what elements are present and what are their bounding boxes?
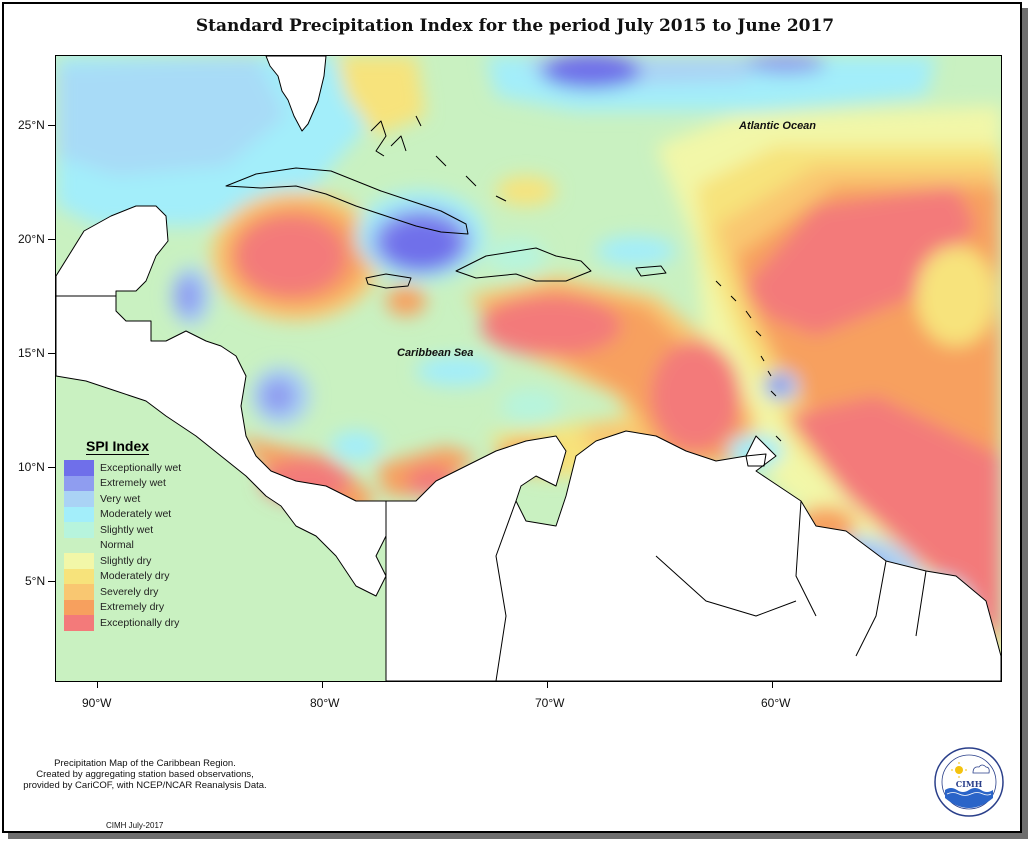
legend-item: Exceptionally wet [64, 460, 234, 476]
legend-swatch [64, 537, 94, 553]
lat-tick [48, 581, 55, 582]
spi-map[interactable]: Atlantic Ocean Caribbean Sea [55, 55, 1002, 682]
footnote-line: Created by aggregating station based obs… [36, 769, 254, 780]
legend-swatch [64, 491, 94, 507]
hispaniola-outline [455, 247, 592, 282]
legend-label: Very wet [100, 492, 141, 505]
legend-item: Severely dry [64, 584, 234, 600]
puerto-rico-outline [635, 265, 667, 277]
legend-label: Extremely wet [100, 477, 166, 490]
legend-item: Slightly dry [64, 553, 234, 569]
lat-tick [48, 125, 55, 126]
lat-tick-label: 5°N [25, 574, 46, 588]
legend-item: Exceptionally dry [64, 615, 234, 631]
legend-label: Severely dry [100, 585, 159, 598]
frame-shadow-right [1022, 8, 1028, 836]
legend-item: Extremely dry [64, 599, 234, 615]
legend-label: Extremely dry [100, 601, 165, 614]
lat-tick-label: 10°N [18, 460, 45, 474]
country-borders [495, 500, 927, 681]
legend-rows: Exceptionally wet Extremely wet Very wet Mo… [64, 460, 234, 631]
legend-label: Moderately wet [100, 508, 172, 521]
caribbean-sea-label: Caribbean Sea [397, 347, 474, 359]
lat-tick-label: 20°N [18, 232, 45, 246]
jamaica-outline [365, 273, 412, 289]
legend-swatch [64, 460, 94, 476]
legend-swatch [64, 522, 94, 538]
legend-item: Moderately wet [64, 506, 234, 522]
florida-land [265, 56, 327, 132]
footnote-line: provided by CariCOF, with NCEP/NCAR Rean… [23, 780, 267, 791]
legend-swatch [64, 584, 94, 600]
lon-tick [322, 681, 323, 688]
frame-shadow-bottom [8, 833, 1028, 839]
legend-swatch [64, 615, 94, 631]
trinidad-outline [745, 453, 767, 467]
yucatan-land [56, 205, 169, 297]
legend-label: Exceptionally dry [100, 616, 180, 629]
land-masks [56, 56, 1001, 681]
legend-item: Moderately dry [64, 568, 234, 584]
lat-tick-label: 15°N [18, 346, 45, 360]
spi-field-svg [56, 56, 1001, 681]
island-outlines [225, 115, 927, 681]
lon-tick-label: 80°W [310, 696, 340, 710]
legend-label: Normal [100, 539, 134, 552]
legend-item: Very wet [64, 491, 234, 507]
legend-label: Slightly wet [100, 523, 154, 536]
bahamas-outline [370, 115, 507, 202]
lesser-antilles-outline [715, 280, 782, 442]
lon-tick-label: 60°W [761, 696, 791, 710]
legend-label: Slightly dry [100, 554, 152, 567]
cimh-logo-icon: CIMH [933, 746, 1005, 818]
map-title: Standard Precipitation Index for the per… [195, 16, 835, 36]
lon-tick [772, 681, 773, 688]
cuba-outline [225, 167, 469, 235]
spi-contour-field [56, 56, 1001, 681]
legend-swatch [64, 553, 94, 569]
lon-tick [547, 681, 548, 688]
footnote-line: Precipitation Map of the Caribbean Regio… [54, 758, 236, 769]
footnote: Precipitation Map of the Caribbean Regio… [0, 758, 290, 791]
lat-tick [48, 239, 55, 240]
legend-label: Moderately dry [100, 570, 170, 583]
legend-item: Normal [64, 537, 234, 553]
legend-label: Exceptionally wet [100, 461, 182, 474]
legend-swatch [64, 506, 94, 522]
logo-text: CIMH [956, 779, 983, 789]
legend-item: Extremely wet [64, 475, 234, 491]
lat-tick-label: 25°N [18, 118, 45, 132]
lat-tick [48, 353, 55, 354]
legend-swatch [64, 568, 94, 584]
legend-swatch [64, 475, 94, 491]
legend-title: SPI Index [86, 438, 150, 455]
legend-swatch [64, 599, 94, 615]
lon-tick-label: 90°W [82, 696, 112, 710]
lon-tick [97, 681, 98, 688]
atlantic-ocean-label: Atlantic Ocean [739, 120, 817, 132]
lon-tick-label: 70°W [535, 696, 565, 710]
lat-tick [48, 467, 55, 468]
credit-text: CIMH July-2017 [106, 821, 164, 830]
legend-item: Slightly wet [64, 522, 234, 538]
spi-legend: SPI Index Exceptionally wet Extremely wet… [64, 438, 234, 631]
